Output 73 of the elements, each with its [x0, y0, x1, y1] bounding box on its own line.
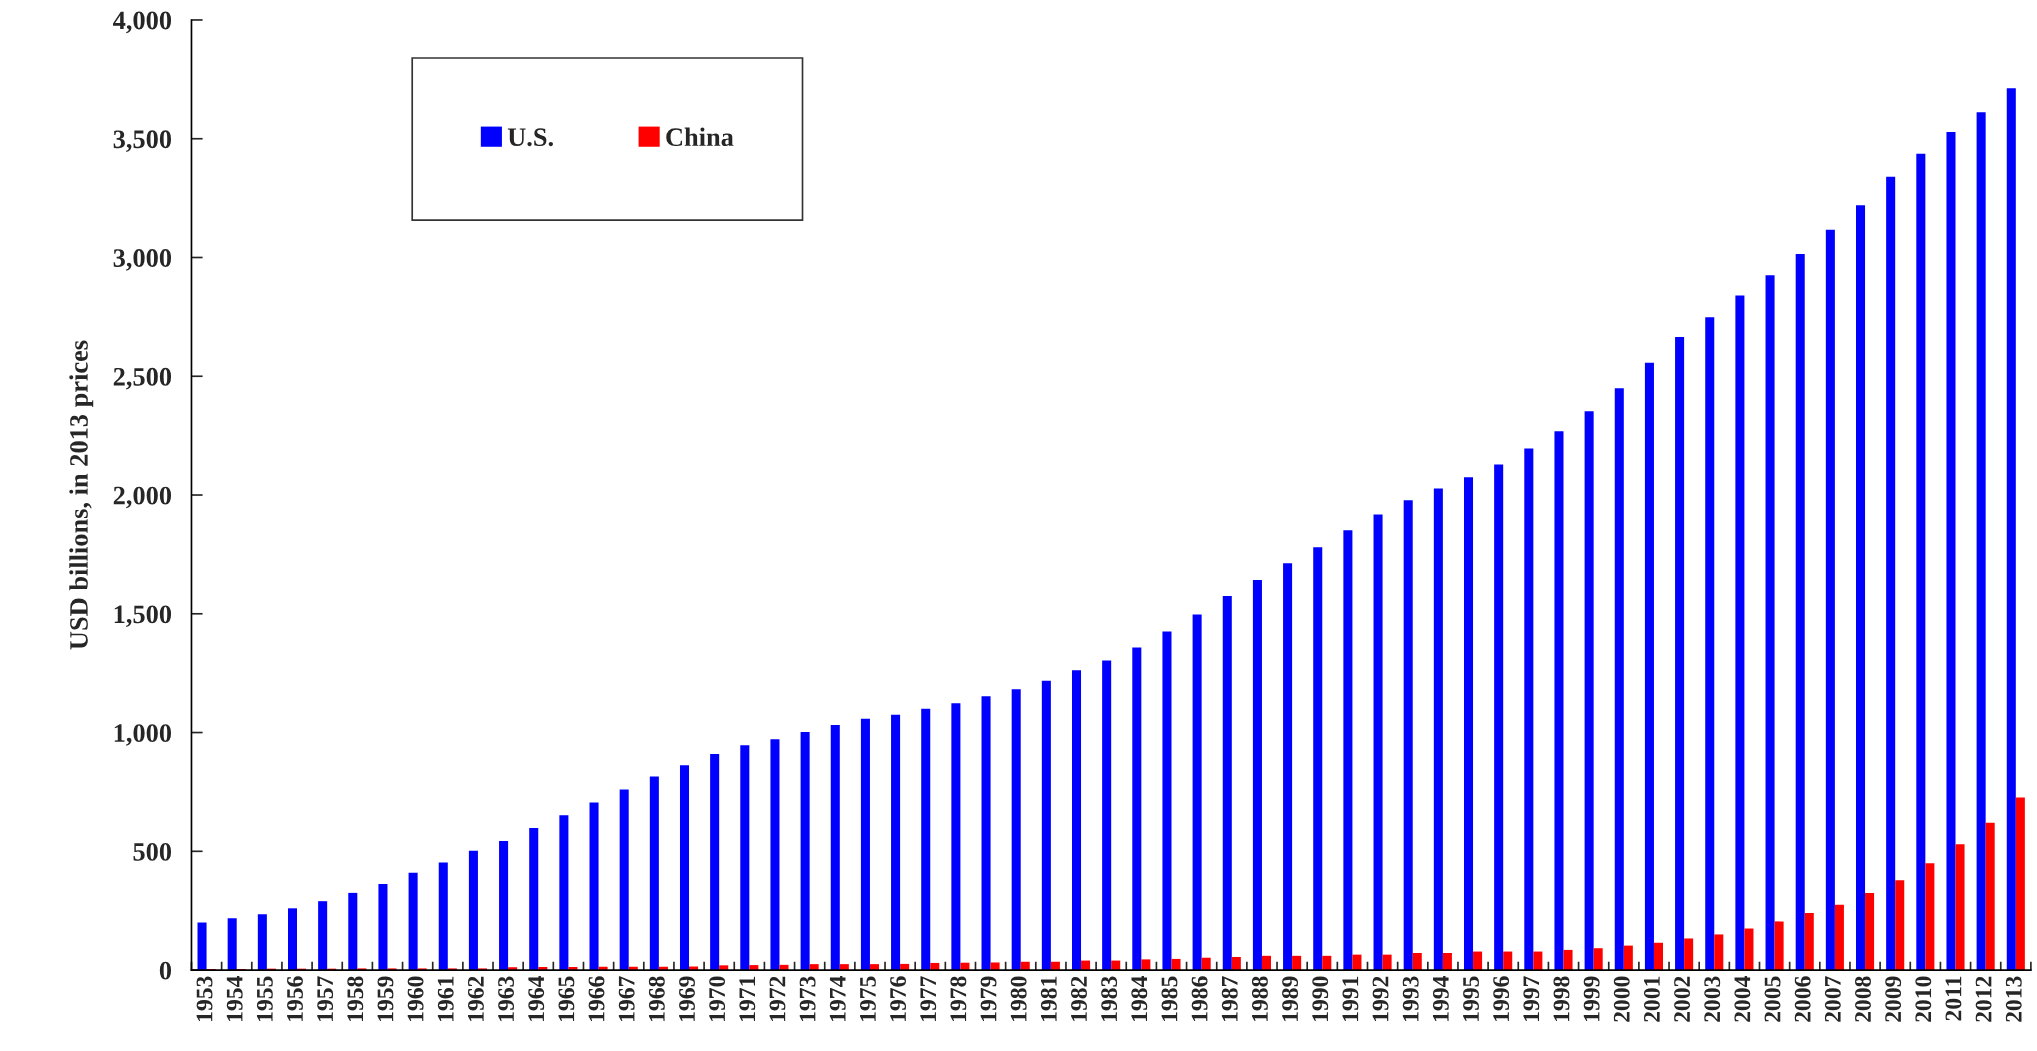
x-tick-label: 2008: [1855, 976, 1871, 1022]
x-tick-label: 2006: [1794, 976, 1811, 1022]
x-tick-label: 1993: [1402, 976, 1419, 1021]
x-tick-label: 1958: [347, 976, 364, 1021]
x-tick-label: 1975: [859, 976, 876, 1021]
legend-label: U.S.: [507, 128, 553, 147]
x-tick-label: 1990: [1312, 976, 1329, 1021]
x-tick-label: 2012: [1975, 976, 1992, 1022]
x-tick-label: 1974: [829, 976, 846, 1021]
x-tick-label: 1980: [1010, 976, 1027, 1021]
x-tick-label: 1959: [377, 976, 394, 1021]
x-tick-label: 1971: [739, 976, 756, 1021]
x-tick-label: 1996: [1493, 976, 1510, 1021]
x-tick-label: 2009: [1885, 976, 1902, 1022]
x-tick-label: 1981: [1040, 976, 1057, 1021]
x-tick-label: 1991: [1342, 976, 1359, 1021]
y-tick-label: 3,500: [113, 130, 172, 152]
x-tick-label: 1999: [1583, 976, 1600, 1021]
x-tick-label: 2007: [1824, 976, 1841, 1022]
x-tick-label: 2010: [1915, 976, 1932, 1022]
x-tick-label: 1997: [1523, 976, 1540, 1021]
x-tick-label: 1967: [618, 976, 635, 1021]
x-tick-label: 1968: [648, 976, 665, 1021]
x-tick-label: 1995: [1463, 976, 1479, 1021]
x-tick-label: 2011: [1945, 976, 1962, 1021]
x-tick-label: 2013: [2005, 976, 2022, 1022]
y-tick-label: 2,000: [113, 486, 172, 509]
x-tick-label: 1992: [1372, 976, 1389, 1021]
x-tick-label: 1983: [1101, 976, 1118, 1021]
x-tick-label: 1969: [679, 976, 695, 1021]
x-tick-label: 1989: [1282, 976, 1299, 1021]
x-tick-label: 2000: [1613, 976, 1630, 1022]
y-tick-label: 4,000: [113, 11, 172, 34]
y-tick-label: 1,500: [114, 605, 172, 628]
x-tick-label: 1972: [769, 976, 786, 1021]
x-tick-label: 1976: [890, 976, 907, 1021]
x-tick-label: 1988: [1251, 976, 1268, 1021]
y-axis-title: USD billions, in 2013 prices: [69, 340, 94, 650]
x-tick-label: 1987: [1221, 976, 1238, 1021]
x-tick-label: 1957: [317, 976, 334, 1021]
x-tick-label: 1965: [558, 976, 575, 1021]
x-tick-label: 1994: [1432, 976, 1449, 1021]
x-tick-label: 1964: [528, 976, 545, 1021]
x-tick-label: 1973: [799, 976, 816, 1021]
x-tick-label: 1963: [498, 976, 515, 1021]
y-tick-label: 500: [133, 842, 172, 861]
x-tick-label: 1955: [256, 976, 273, 1021]
x-tick-label: 2003: [1704, 976, 1721, 1022]
x-tick-label: 1962: [467, 976, 484, 1021]
x-tick-label: 1986: [1191, 976, 1208, 1021]
x-tick-label: 2002: [1674, 976, 1691, 1022]
legend-label: China: [666, 127, 734, 147]
y-tick-label: 2,500: [113, 367, 172, 390]
x-tick-label: 1954: [226, 976, 243, 1021]
x-tick-label: 1978: [950, 976, 967, 1021]
x-tick-label: 2004: [1734, 976, 1751, 1022]
x-tick-label: 1956: [287, 976, 303, 1021]
y-tick-label: 3,000: [113, 249, 172, 271]
y-tick-label: 1,000: [114, 724, 172, 746]
x-tick-label: 1966: [588, 976, 605, 1021]
x-tick-label: 1970: [709, 976, 726, 1021]
x-tick-label: 1998: [1553, 976, 1570, 1021]
x-tick-label: 1960: [407, 976, 424, 1021]
x-tick-label: 1953: [196, 976, 213, 1021]
x-tick-label: 1979: [980, 976, 997, 1021]
y-tick-label: 0: [159, 961, 172, 980]
x-tick-label: 1961: [437, 976, 454, 1021]
x-tick-label: 1977: [920, 976, 937, 1021]
x-tick-label: 2001: [1643, 976, 1660, 1022]
x-tick-label: 1984: [1131, 976, 1148, 1021]
x-tick-label: 1985: [1161, 976, 1178, 1021]
x-tick-label: 1982: [1071, 976, 1087, 1021]
x-tick-label: 2005: [1764, 976, 1781, 1022]
